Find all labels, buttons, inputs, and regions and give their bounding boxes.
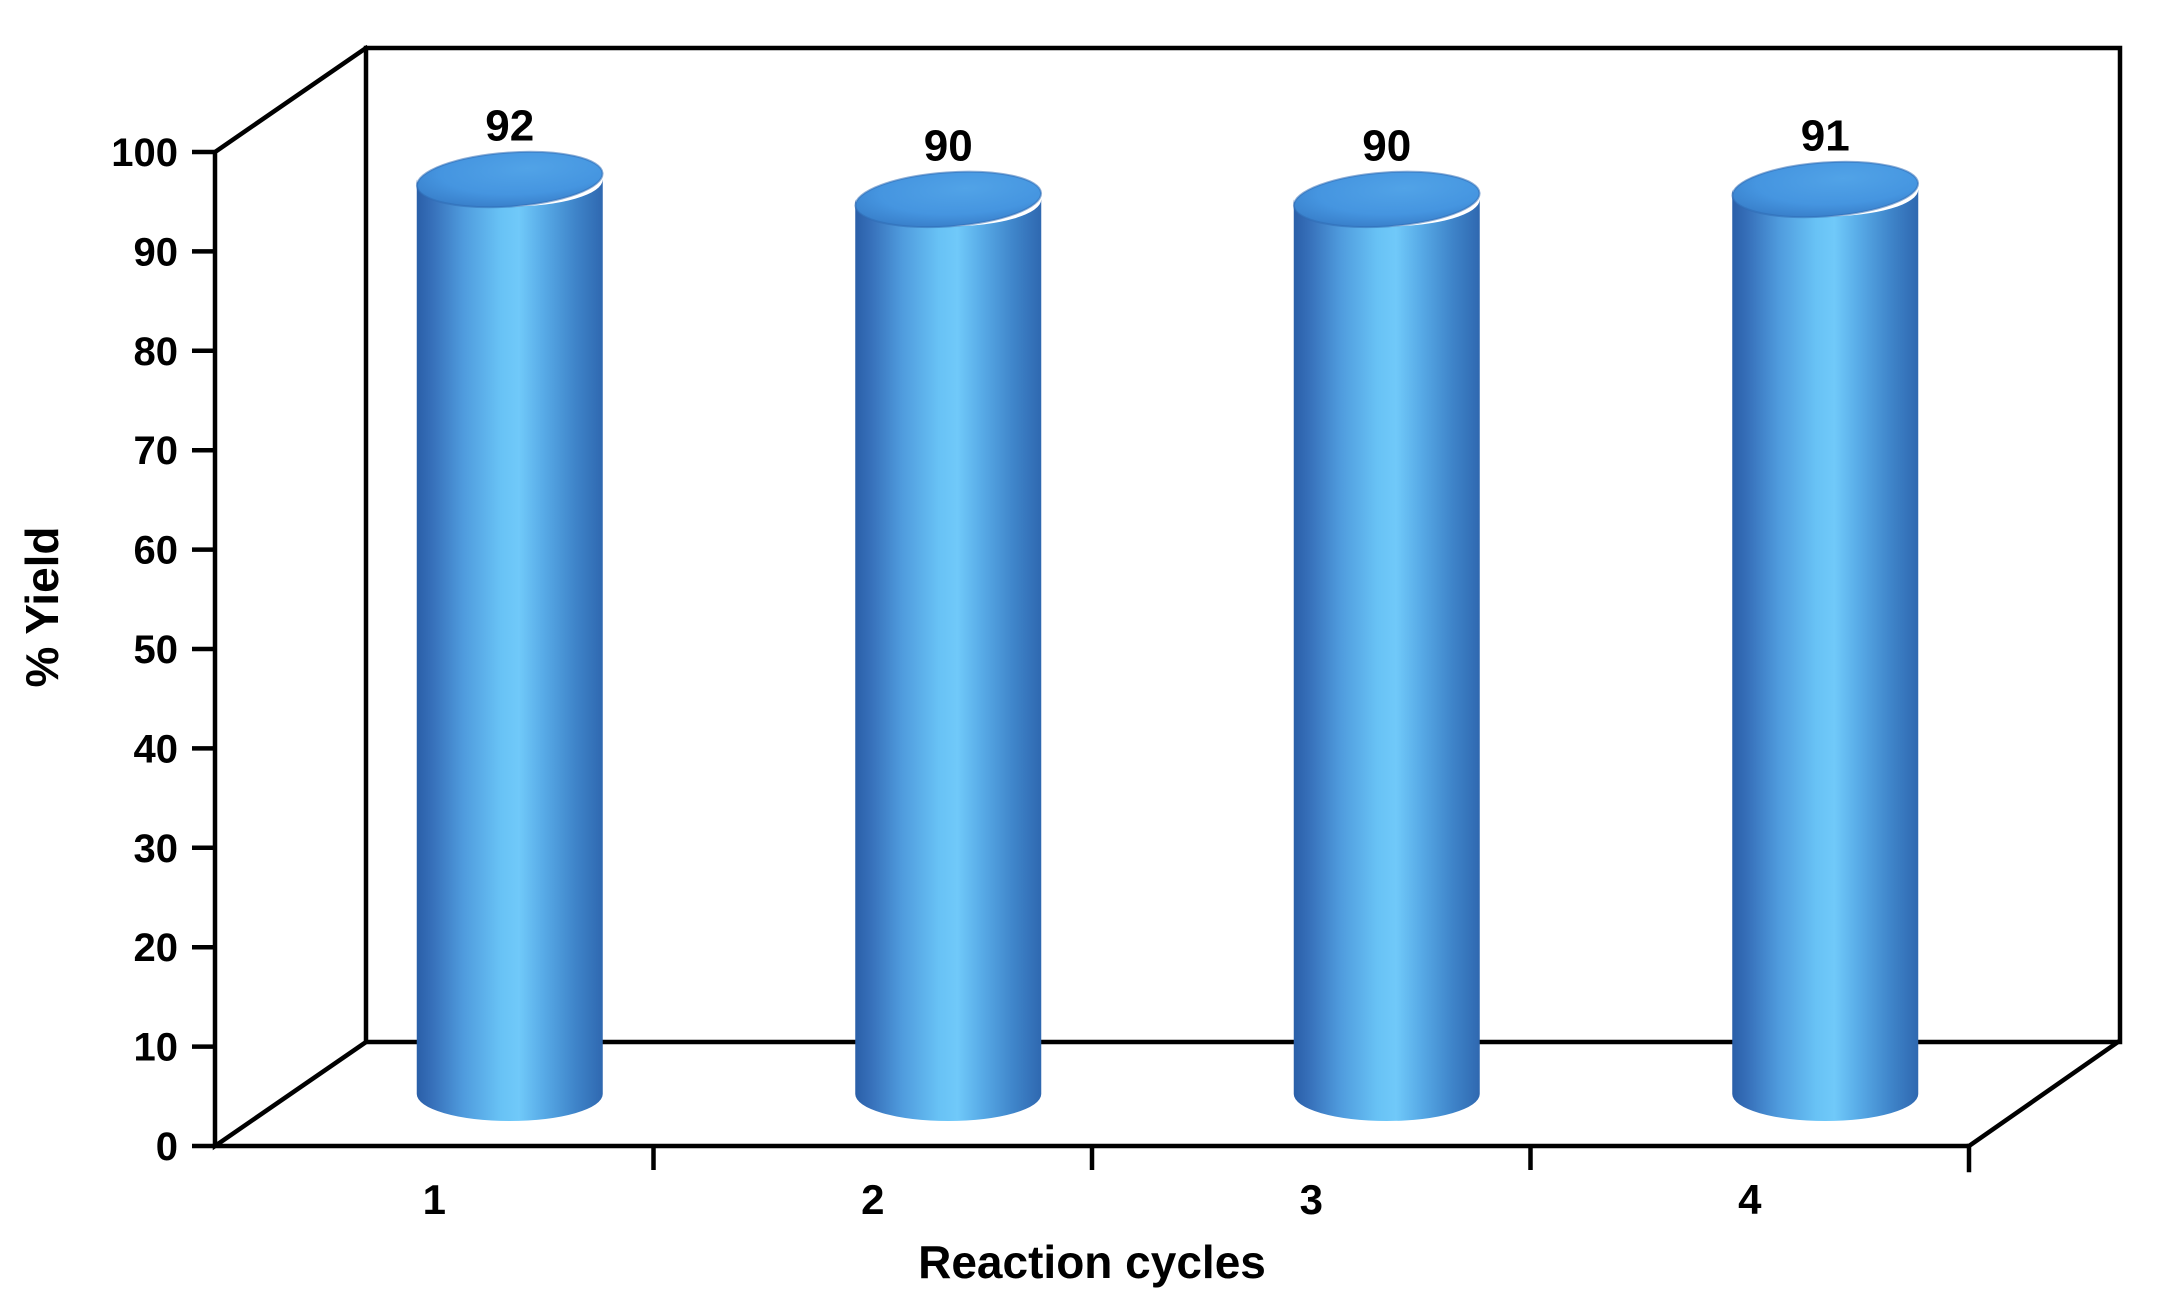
cylinder-3 [1292, 170, 1481, 1121]
cylinder-top-3 [1731, 160, 1920, 219]
y-tick-label-5: 50 [134, 628, 179, 672]
cylinder-top-1 [854, 170, 1043, 229]
x-axis-title: Reaction cycles [918, 1236, 1266, 1288]
y-tick-label-2: 20 [134, 926, 179, 970]
cylinder-4 [1731, 160, 1920, 1121]
data-label-3: 91 [1801, 111, 1850, 160]
cylinder-top-2 [1292, 170, 1481, 229]
y-tick-label-7: 70 [134, 429, 179, 473]
y-tick-label-1: 10 [134, 1026, 179, 1070]
cylinder-body-0 [416, 179, 603, 1121]
data-label-2: 90 [1362, 121, 1411, 170]
cylinder-2 [854, 170, 1043, 1121]
x-axis-ticks [651, 1146, 1533, 1170]
cylinder-1 [415, 150, 604, 1121]
y-axis-ticks [192, 149, 215, 1149]
x-tick-label-0: 1 [423, 1176, 446, 1223]
x-axis-labels: 1 2 3 4 [423, 1176, 1763, 1223]
y-tick-label-3: 30 [134, 827, 179, 871]
cylinder-body-1 [855, 199, 1042, 1121]
data-label-1: 90 [924, 121, 973, 170]
y-tick-label-9: 90 [134, 230, 179, 274]
x-tick-label-2: 3 [1300, 1176, 1323, 1223]
x-tick-label-1: 2 [861, 1176, 884, 1223]
y-axis-labels: 0 10 20 30 40 50 60 70 80 90 100 [111, 131, 178, 1169]
y-axis-title: % Yield [16, 526, 68, 687]
data-label-0: 92 [485, 102, 534, 151]
y-tick-label-10: 100 [111, 131, 178, 175]
data-labels: 92 90 90 91 [485, 102, 1849, 171]
cylinder-top-0 [415, 150, 604, 209]
sidewall-outline [212, 44, 370, 1151]
x-tick-label-3: 4 [1738, 1176, 1762, 1223]
y-tick-label-4: 40 [134, 727, 179, 771]
y-tick-label-0: 0 [156, 1125, 178, 1169]
cylinders [415, 150, 1920, 1121]
cylinder-body-3 [1732, 189, 1919, 1121]
y-tick-label-6: 60 [134, 529, 179, 573]
cylinder-body-2 [1293, 199, 1480, 1121]
y-tick-label-8: 80 [134, 330, 179, 374]
